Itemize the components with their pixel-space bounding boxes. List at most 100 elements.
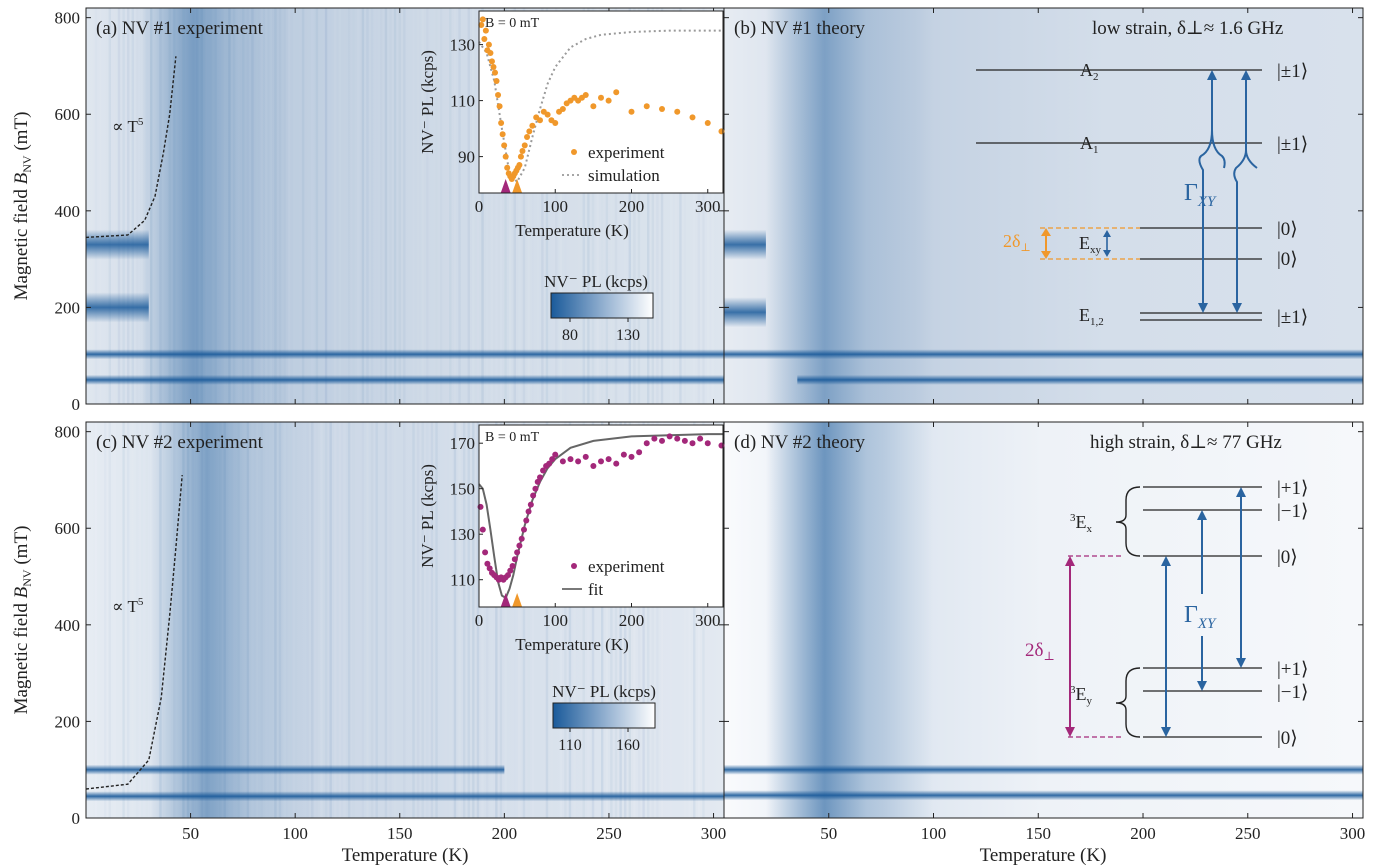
inset-bottom-point [525, 508, 532, 515]
streak-a [389, 8, 391, 404]
streak-c [329, 422, 332, 818]
colorbar-bottom: NV⁻ PL (kcps) 110 160 [552, 682, 656, 754]
streak-c [399, 422, 401, 818]
streak-a [545, 8, 549, 404]
panel-b: (b) NV #1 theory low strain, δ⊥≈ 1.6 GHz [723, 7, 1364, 405]
inset-top-point [544, 111, 551, 118]
streak-c [394, 422, 396, 818]
streak-c [357, 422, 359, 818]
transitions-d [1165, 494, 1242, 730]
split-arrowheads-b [1041, 228, 1051, 259]
streak-c [472, 422, 475, 818]
y-tick-label-c-600: 600 [55, 519, 81, 538]
brace-ey [1115, 667, 1141, 738]
strain-note-b: low strain, δ⊥≈ 1.6 GHz [1092, 18, 1283, 39]
inset-top-xtick-label: 200 [619, 197, 645, 216]
legend-sim-top: simulation [588, 166, 660, 185]
panel-label-b: (b) NV #1 theory [734, 18, 866, 39]
inset-top-xtick-label: 0 [475, 197, 484, 216]
streak-c [531, 422, 535, 818]
streak-c [559, 422, 562, 818]
inset-top-point [605, 97, 612, 104]
streak-a [485, 8, 489, 404]
streak-c [601, 422, 604, 818]
inset-bottom-point [479, 526, 486, 533]
inset-bottom-xtick-label: 200 [619, 611, 645, 630]
frame-b [723, 7, 1364, 405]
streak-c [347, 422, 351, 818]
streak-c [545, 422, 549, 818]
streak-a [458, 8, 461, 404]
panel-d: (d) NV #2 theory high strain, δ⊥≈ 77 GHz [723, 421, 1364, 819]
inset-bottom-point [527, 501, 534, 508]
label-Ex: 3Ex [1070, 512, 1093, 535]
colorbar-bottom-tick-label-1: 110 [558, 737, 581, 754]
streak-c [109, 422, 111, 818]
streak-a [605, 8, 609, 404]
inset-bottom-point [674, 435, 681, 442]
inset-top-point [526, 128, 533, 135]
inset-top-title: B = 0 mT [485, 16, 540, 31]
streak-c [445, 422, 447, 818]
inset-bottom-ylabel: NV⁻ PL (kcps) [418, 464, 437, 568]
streak-a [453, 8, 457, 404]
inset-top-point [529, 122, 536, 129]
panel-label-d: (d) NV #2 theory [734, 432, 866, 453]
y-axis-title-top: Magnetic field BNV (mT) [11, 112, 34, 301]
streak-c [90, 422, 93, 818]
inset-bottom: 0 100 200 300 110 130 150 170 B = 0 mT NV⁻ PL (… [418, 424, 725, 654]
streak-c [587, 422, 590, 818]
legend-exp-bottom: experiment [588, 557, 665, 576]
inset-bottom-point [509, 563, 516, 570]
streak-c [122, 422, 125, 818]
inset-bottom-point [681, 437, 688, 444]
streak-c [683, 422, 687, 818]
streak-a [449, 8, 451, 404]
legend-exp-marker-bottom [571, 563, 577, 569]
streak-a [376, 8, 378, 404]
streak-a [481, 8, 484, 404]
streak-a [463, 8, 465, 404]
streak-a [136, 8, 138, 404]
streak-a [596, 8, 599, 404]
feature-b-1 [724, 297, 766, 328]
inset-top-point [659, 106, 665, 112]
inset-top-point [628, 108, 635, 115]
streak-a [541, 8, 544, 404]
colorbar-bottom-tick-label-2: 160 [616, 737, 640, 754]
inset-bottom-point [659, 437, 665, 444]
streak-c [99, 422, 101, 818]
streak-a [412, 8, 415, 404]
streak-c [343, 422, 346, 818]
streak-a [357, 8, 360, 404]
streak-a [445, 8, 447, 404]
streak-a [104, 8, 106, 404]
label-A2: A2 [1080, 60, 1099, 83]
feature-a-4 [138, 8, 296, 404]
streak-c [504, 422, 507, 818]
inset-bottom-point [516, 542, 523, 549]
inset-bottom-point [552, 451, 559, 458]
streak-a [311, 8, 314, 404]
streak-c [104, 422, 106, 818]
streak-c [131, 422, 135, 818]
streak-a [380, 8, 382, 404]
inset-bottom-point [482, 549, 489, 556]
inset-bottom-point [518, 535, 525, 542]
streak-a [706, 8, 710, 404]
streak-a [518, 8, 521, 404]
inset-bottom-point [484, 560, 491, 567]
colorbar-bottom-title: NV⁻ PL (kcps) [552, 682, 656, 701]
streak-c [375, 422, 378, 818]
inset-bottom-point [477, 503, 484, 510]
x-tick-label-d-100: 100 [921, 824, 947, 843]
y-tick-label-c-200: 200 [55, 712, 81, 731]
x-tick-label-c-250: 250 [596, 824, 622, 843]
inset-bottom-marker-orange [512, 593, 523, 607]
inset-bottom-point [546, 460, 553, 467]
legend-exp-top: experiment [588, 143, 665, 162]
state-d-3: |0⟩ [1277, 547, 1298, 568]
streak-a [628, 8, 632, 404]
inset-top-point [488, 58, 495, 65]
transition-d-heads [1161, 487, 1246, 737]
